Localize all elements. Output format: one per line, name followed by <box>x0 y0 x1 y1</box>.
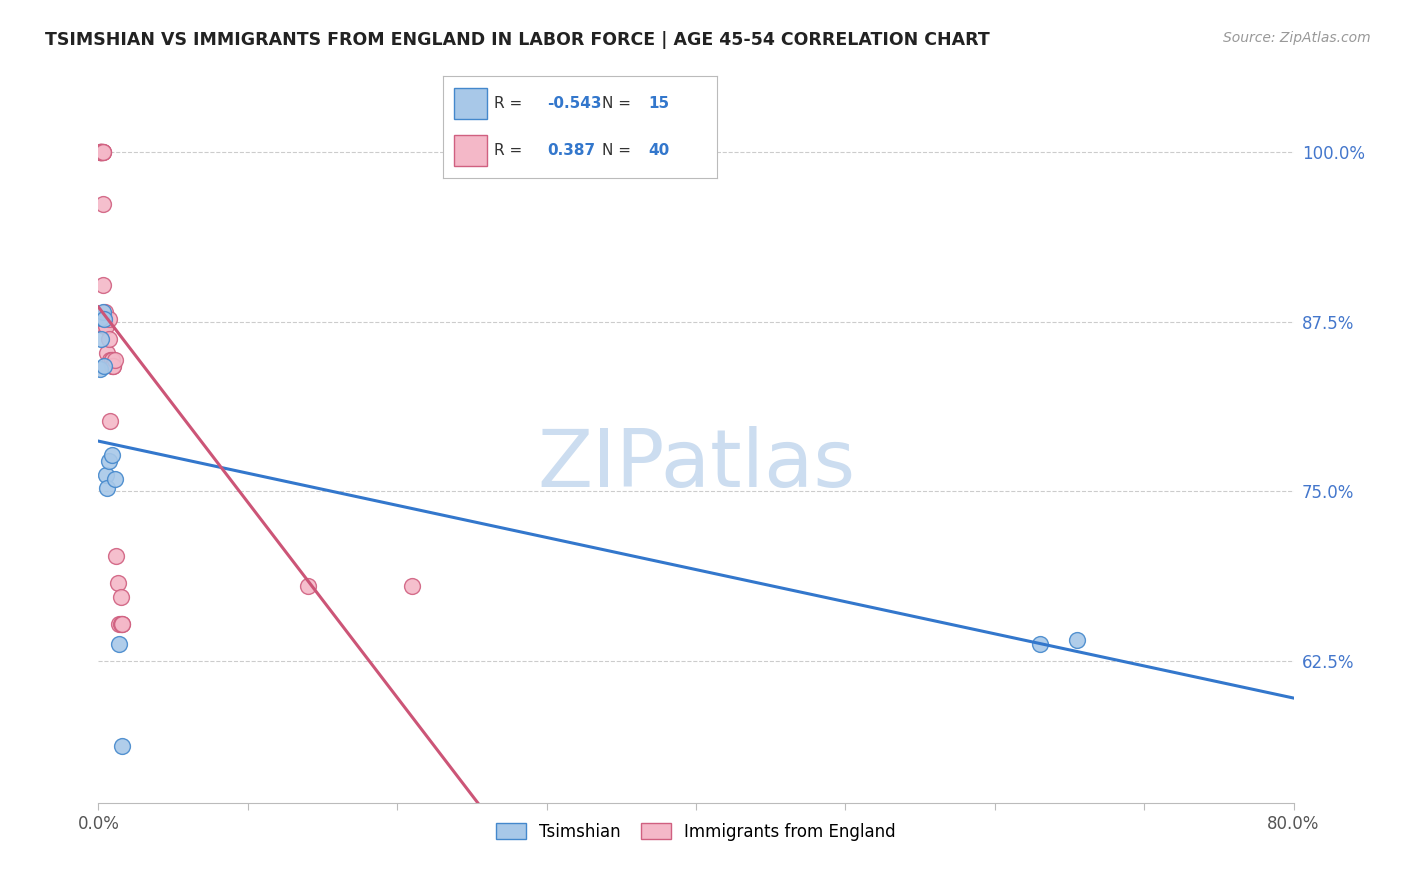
Legend: Tsimshian, Immigrants from England: Tsimshian, Immigrants from England <box>489 816 903 847</box>
Point <box>91 145 114 160</box>
Point <box>90 332 112 346</box>
Point <box>89 145 111 160</box>
Point <box>101 448 124 462</box>
Point <box>103 359 125 374</box>
Point <box>93 312 115 326</box>
Text: R =: R = <box>494 144 522 158</box>
Point <box>297 579 319 593</box>
Point <box>401 579 423 593</box>
Point <box>93 312 115 326</box>
Point <box>104 352 127 367</box>
Point <box>108 637 131 651</box>
Text: 15: 15 <box>648 96 669 111</box>
Point <box>93 359 115 374</box>
Point <box>94 467 117 482</box>
Point <box>1066 633 1088 648</box>
Point <box>107 576 129 591</box>
Point <box>101 359 124 374</box>
Text: ZIPatlas: ZIPatlas <box>537 425 855 504</box>
Point <box>101 352 124 367</box>
Point <box>91 145 114 160</box>
Point <box>98 352 122 367</box>
Point <box>108 616 131 631</box>
Point <box>90 145 112 160</box>
Point <box>96 346 118 360</box>
Point <box>91 145 114 160</box>
Point <box>91 145 114 160</box>
Text: 0.387: 0.387 <box>547 144 595 158</box>
Point <box>111 616 134 631</box>
Point <box>105 549 128 564</box>
Text: Source: ZipAtlas.com: Source: ZipAtlas.com <box>1223 31 1371 45</box>
Point <box>94 305 117 319</box>
Point <box>97 312 120 326</box>
Point <box>89 362 111 376</box>
Point <box>91 278 114 293</box>
Point <box>97 332 120 346</box>
Point <box>90 145 112 160</box>
Point <box>104 472 127 486</box>
Text: 40: 40 <box>648 144 669 158</box>
Point <box>110 616 132 631</box>
Point <box>111 739 134 753</box>
Point <box>94 318 117 333</box>
Text: TSIMSHIAN VS IMMIGRANTS FROM ENGLAND IN LABOR FORCE | AGE 45-54 CORRELATION CHAR: TSIMSHIAN VS IMMIGRANTS FROM ENGLAND IN … <box>45 31 990 49</box>
Point <box>89 145 111 160</box>
Point <box>91 305 114 319</box>
Point <box>89 145 111 160</box>
Point <box>91 197 114 211</box>
Point <box>90 145 112 160</box>
Point <box>93 312 115 326</box>
Point <box>96 482 118 496</box>
Bar <box>454 88 486 119</box>
Text: -0.543: -0.543 <box>547 96 602 111</box>
Point <box>1028 637 1050 651</box>
Point <box>97 454 120 468</box>
Text: N =: N = <box>602 96 631 111</box>
Point <box>110 590 132 604</box>
Point <box>90 145 112 160</box>
Bar <box>454 136 486 166</box>
Point <box>101 352 124 367</box>
Point <box>103 359 125 374</box>
Point <box>90 310 112 325</box>
Point <box>111 616 134 631</box>
Text: N =: N = <box>602 144 631 158</box>
Point <box>90 145 112 160</box>
Point <box>89 145 111 160</box>
Text: R =: R = <box>494 96 522 111</box>
Point <box>98 414 122 428</box>
Point <box>93 318 115 333</box>
